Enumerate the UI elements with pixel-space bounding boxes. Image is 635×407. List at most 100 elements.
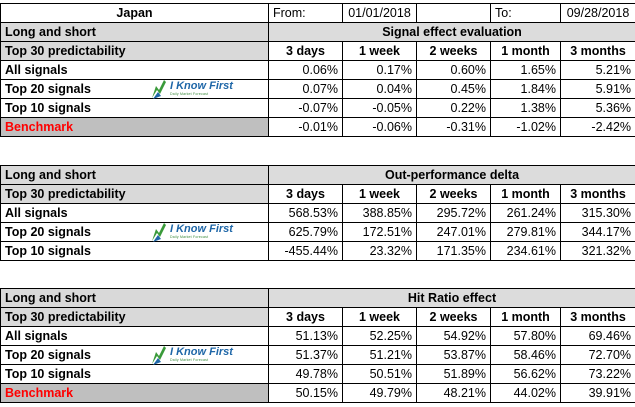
value-cell: -0.01% [268,117,343,137]
value-cell: 0.17% [342,60,417,80]
value-cell: 50.15% [268,383,343,403]
value-cell: -0.05% [342,98,417,118]
value-cell: 171.35% [416,241,491,261]
section-hit-ratio: Long and short Hit Ratio effect Top 30 p… [0,288,635,403]
value-cell: 5.21% [559,60,635,80]
table-row: Top 20 signals 51.37% 51.21% 53.87% 58.4… [0,345,635,365]
value-cell: 56.62% [490,364,561,384]
column-header: 1 week [342,41,417,61]
value-cell: 388.85% [342,203,417,223]
from-date: 01/01/2018 [342,3,417,23]
section-title: Out-performance delta [267,165,635,185]
value-cell: 321.32% [559,241,635,261]
value-cell: 69.46% [559,326,635,346]
column-header: 3 days [268,184,343,204]
column-header: 1 week [342,184,417,204]
value-cell: 51.89% [416,364,491,384]
column-header: 3 months [559,184,635,204]
table-row: Top 20 signals 625.79% 172.51% 247.01% 2… [0,222,635,242]
row-label: All signals [0,203,269,223]
benchmark-label: Benchmark [0,117,269,137]
table-row: Top 10 signals -0.07% -0.05% 0.22% 1.38%… [0,98,635,118]
benchmark-label: Benchmark [0,383,269,403]
value-cell: -2.42% [559,117,635,137]
table-row: Top 20 signals 0.07% 0.04% 0.45% 1.84% 5… [0,79,635,99]
column-header-row: Top 30 predictability 3 days 1 week 2 we… [0,41,635,61]
value-cell: -0.06% [342,117,417,137]
section-outperformance-delta: Long and short Out-performance delta Top… [0,165,635,261]
header-blank-cell [416,3,491,23]
benchmark-row: Benchmark 50.15% 49.79% 48.21% 44.02% 39… [0,383,635,403]
table-row: All signals 51.13% 52.25% 54.92% 57.80% … [0,326,635,346]
header-row: Japan From: 01/01/2018 To: 09/28/2018 [0,3,635,23]
column-header: 1 month [490,184,561,204]
row-label: Top 10 signals [0,98,269,118]
column-header: 2 weeks [416,184,491,204]
value-cell: 172.51% [342,222,417,242]
country-cell: Japan [0,3,269,23]
row-label: All signals [0,60,269,80]
value-cell: 51.13% [268,326,343,346]
value-cell: 261.24% [490,203,561,223]
value-cell: 568.53% [268,203,343,223]
value-cell: 0.07% [268,79,343,99]
column-header: 2 weeks [416,41,491,61]
to-label: To: [490,3,561,23]
value-cell: 50.51% [342,364,417,384]
benchmark-row: Benchmark -0.01% -0.06% -0.31% -1.02% -2… [0,117,635,137]
column-header-row: Top 30 predictability 3 days 1 week 2 we… [0,307,635,327]
value-cell: 51.37% [268,345,343,365]
section-label: Long and short [0,165,269,185]
row-label: Top 20 signals [0,345,269,365]
value-cell: 49.79% [342,383,417,403]
section-title: Signal effect evaluation [267,22,635,42]
table-row: All signals 0.06% 0.17% 0.60% 1.65% 5.21… [0,60,635,80]
row-label: Top 10 signals [0,241,269,261]
column-header: 2 weeks [416,307,491,327]
value-cell: 344.17% [559,222,635,242]
value-cell: 247.01% [416,222,491,242]
column-header-row: Top 30 predictability 3 days 1 week 2 we… [0,184,635,204]
subheader-label: Top 30 predictability [0,41,269,61]
section-title-row: Long and short Hit Ratio effect [0,288,635,308]
value-cell: 39.91% [559,383,635,403]
value-cell: 0.04% [342,79,417,99]
row-label: Top 20 signals [0,79,269,99]
value-cell: 49.78% [268,364,343,384]
header-table: Japan From: 01/01/2018 To: 09/28/2018 [0,3,635,23]
section-signal-effect: Long and short Signal effect evaluation … [0,22,635,137]
column-header: 3 days [268,41,343,61]
value-cell: 58.46% [490,345,561,365]
value-cell: 279.81% [490,222,561,242]
value-cell: 5.91% [559,79,635,99]
value-cell: 234.61% [490,241,561,261]
row-label: All signals [0,326,269,346]
value-cell: 295.72% [416,203,491,223]
column-header: 3 months [559,41,635,61]
value-cell: 52.25% [342,326,417,346]
value-cell: 23.32% [342,241,417,261]
value-cell: 625.79% [268,222,343,242]
value-cell: 53.87% [416,345,491,365]
to-date: 09/28/2018 [560,3,635,23]
table-row: Top 10 signals -455.44% 23.32% 171.35% 2… [0,241,635,261]
value-cell: 48.21% [416,383,491,403]
value-cell: 72.70% [559,345,635,365]
table-row: Top 10 signals 49.78% 50.51% 51.89% 56.6… [0,364,635,384]
from-label: From: [268,3,343,23]
section-title-row: Long and short Signal effect evaluation [0,22,635,42]
value-cell: 44.02% [490,383,561,403]
value-cell: -0.07% [268,98,343,118]
value-cell: 54.92% [416,326,491,346]
column-header: 1 week [342,307,417,327]
value-cell: 1.84% [490,79,561,99]
value-cell: 0.06% [268,60,343,80]
value-cell: 0.45% [416,79,491,99]
value-cell: 315.30% [559,203,635,223]
value-cell: 73.22% [559,364,635,384]
section-title: Hit Ratio effect [267,288,635,308]
table-row: All signals 568.53% 388.85% 295.72% 261.… [0,203,635,223]
value-cell: 1.65% [490,60,561,80]
subheader-label: Top 30 predictability [0,184,269,204]
value-cell: 57.80% [490,326,561,346]
